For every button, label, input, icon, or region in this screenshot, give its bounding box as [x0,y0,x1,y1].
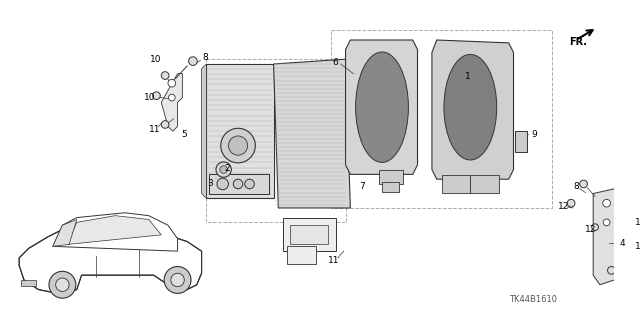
Circle shape [580,180,588,188]
Circle shape [228,136,248,155]
Circle shape [233,179,243,189]
Text: 6: 6 [332,57,338,67]
Text: 10: 10 [636,242,640,251]
Polygon shape [202,64,206,198]
Text: 4: 4 [619,239,625,248]
Bar [21,280,35,286]
Polygon shape [19,218,202,294]
Bar [470,175,499,193]
Text: 11: 11 [148,125,160,134]
Circle shape [632,218,640,227]
Circle shape [216,162,231,177]
Text: 5: 5 [181,130,187,138]
Polygon shape [52,219,77,246]
Bar [206,59,346,222]
Polygon shape [346,40,417,174]
Text: TK44B1610: TK44B1610 [509,295,557,304]
Circle shape [632,242,640,251]
Bar [515,131,527,152]
Text: 7: 7 [359,182,365,191]
Polygon shape [432,40,513,179]
Circle shape [221,128,255,163]
Circle shape [592,224,598,231]
Circle shape [161,72,169,79]
Text: 10: 10 [144,93,156,102]
Circle shape [161,121,169,128]
Circle shape [152,92,160,100]
Circle shape [607,266,615,274]
Text: 8: 8 [573,182,579,191]
Circle shape [168,79,175,87]
Circle shape [168,94,175,101]
Text: 3: 3 [207,180,213,189]
Circle shape [171,273,184,287]
Text: 2: 2 [225,164,230,173]
Circle shape [56,278,69,292]
Circle shape [217,178,228,190]
Polygon shape [161,74,182,131]
Polygon shape [593,189,619,285]
Polygon shape [52,213,177,251]
Circle shape [567,199,575,207]
Bar [287,246,316,263]
Polygon shape [273,59,350,208]
Bar [209,174,269,194]
Bar [382,182,399,192]
Polygon shape [67,216,161,244]
Text: FR.: FR. [569,37,587,47]
Circle shape [244,179,254,189]
Bar [379,170,403,184]
Circle shape [49,271,76,298]
Text: 8: 8 [202,53,208,62]
Circle shape [220,166,227,174]
Bar [331,30,552,208]
Ellipse shape [356,52,408,162]
Circle shape [164,266,191,293]
Circle shape [603,199,611,207]
Circle shape [604,219,610,226]
Text: 10: 10 [636,218,640,227]
Ellipse shape [444,55,497,160]
Text: 12: 12 [584,225,596,234]
Circle shape [189,57,197,65]
Text: 9: 9 [532,130,538,138]
Bar [442,175,470,193]
Bar [290,225,328,244]
Text: 11: 11 [328,256,340,265]
Text: 10: 10 [150,55,161,64]
Text: 12: 12 [557,202,569,211]
Bar [283,218,336,251]
Text: 1: 1 [465,72,470,81]
Polygon shape [206,64,273,198]
